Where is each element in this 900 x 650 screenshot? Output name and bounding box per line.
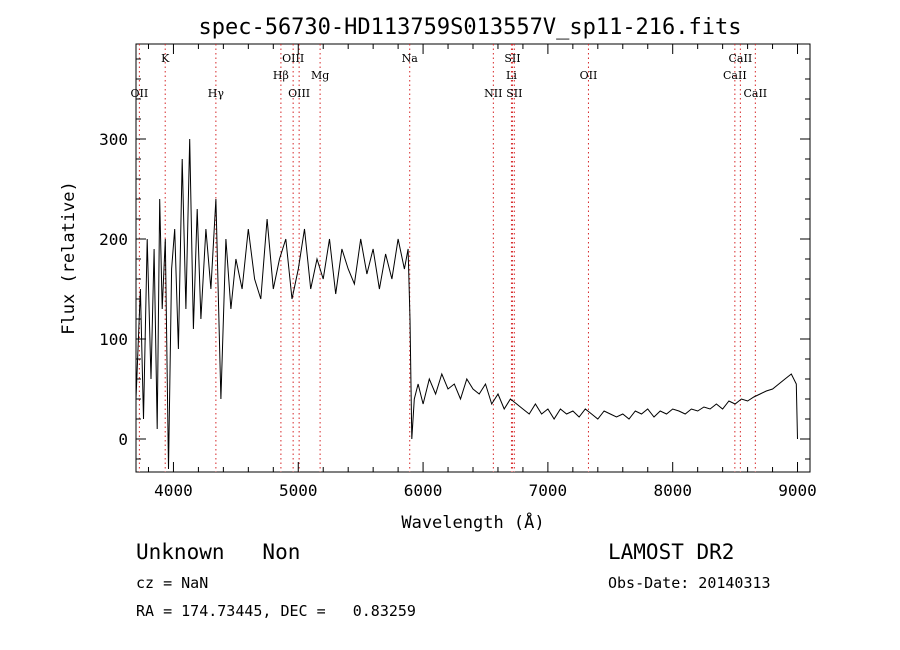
spectral-line-label: Na xyxy=(402,52,419,65)
x-tick-label: 9000 xyxy=(778,481,817,500)
spectral-line-label: CaII xyxy=(723,69,747,82)
chart-title: spec-56730-HD113759S013557V_sp11-216.fit… xyxy=(198,15,741,40)
survey-label: LAMOST DR2 xyxy=(608,540,735,564)
x-tick-label: 7000 xyxy=(529,481,568,500)
spectral-line-label: Hγ xyxy=(208,87,225,100)
spectral-line-label: SII xyxy=(504,52,520,65)
y-tick-label: 100 xyxy=(99,330,128,349)
y-tick-label: 300 xyxy=(99,130,128,149)
x-tick-label: 8000 xyxy=(653,481,692,500)
plot-frame xyxy=(135,43,811,473)
spectral-line-label: Mg xyxy=(311,69,329,82)
y-axis-label: Flux (relative) xyxy=(59,181,79,335)
x-tick-label: 5000 xyxy=(279,481,318,500)
coordinates-label: RA = 174.73445, DEC = 0.83259 xyxy=(136,602,416,620)
spectral-line-label: Li xyxy=(506,69,517,82)
x-tick-label: 4000 xyxy=(154,481,193,500)
obs-date-label: Obs-Date: 20140313 xyxy=(608,574,771,592)
spectral-line-label: OII xyxy=(580,69,598,82)
redshift-label: cz = NaN xyxy=(136,574,209,592)
y-tick-label: 200 xyxy=(99,230,128,249)
spectrum-line xyxy=(135,138,798,470)
spectral-line-label: CaII xyxy=(743,87,767,100)
spectral-line-label: SII xyxy=(506,87,522,100)
spectral-line-label: OII xyxy=(131,87,149,100)
x-axis-label: Wavelength (Å) xyxy=(401,511,544,533)
spectral-line-label: OIII xyxy=(282,52,304,65)
spectral-line-label: Hβ xyxy=(273,69,289,82)
spectral-line-label: K xyxy=(161,52,170,65)
spectral-line-label: CaII xyxy=(729,52,753,65)
y-tick-label: 0 xyxy=(118,430,128,449)
spectral-line-markers xyxy=(138,44,756,472)
x-tick-label: 6000 xyxy=(404,481,443,500)
classification-label: Unknown Non xyxy=(136,540,301,564)
spectral-line-label: NII xyxy=(484,87,502,100)
axes: 4000 5000 6000 7000 8000 9000 0 100 200 300 xyxy=(99,44,817,500)
spectral-line-label: OIII xyxy=(288,87,310,100)
